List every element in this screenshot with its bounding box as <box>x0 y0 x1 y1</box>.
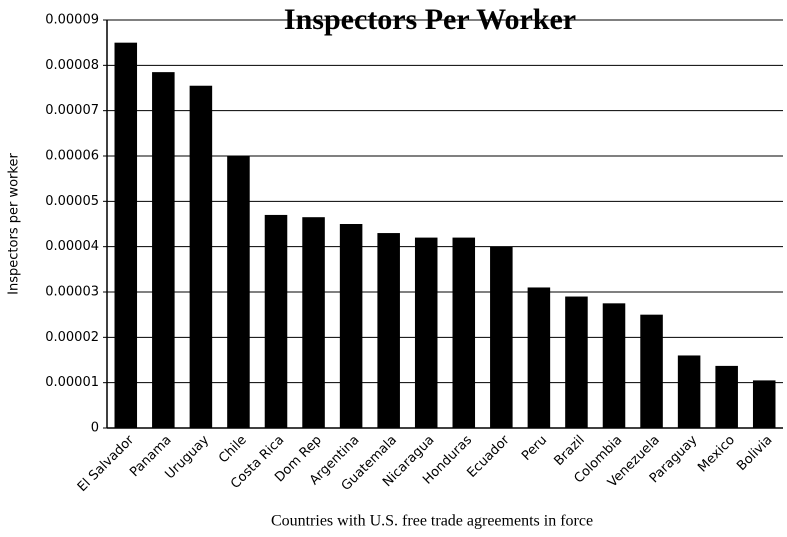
y-tick-label: 0.00004 <box>45 239 99 254</box>
x-tick-label: Brazil <box>551 433 587 469</box>
x-tick-label: Ecuador <box>464 432 513 481</box>
bar <box>302 217 325 428</box>
bar <box>377 233 400 428</box>
bar <box>189 85 213 428</box>
bar <box>490 246 513 428</box>
y-tick-label: 0.00005 <box>45 194 99 209</box>
bar <box>114 42 138 429</box>
bar <box>414 237 438 428</box>
x-tick-label: Chile <box>216 433 250 467</box>
y-tick-label: 0 <box>91 421 99 436</box>
bar <box>227 156 250 428</box>
y-tick-label: 0.00009 <box>45 13 99 28</box>
bar <box>715 365 738 428</box>
x-tick-label: El Salvador <box>75 432 138 495</box>
bar <box>640 314 663 428</box>
bar <box>565 296 588 428</box>
y-tick-label: 0.00001 <box>45 375 99 390</box>
y-axis-title: Inspectors per worker <box>7 153 22 295</box>
bar <box>152 72 175 428</box>
bar <box>602 303 626 428</box>
bar <box>339 224 363 428</box>
x-tick-label: Mexico <box>695 433 738 476</box>
bar <box>527 287 551 428</box>
x-axis-title: Countries with U.S. free trade agreement… <box>271 513 593 530</box>
y-tick-label: 0.00006 <box>45 149 99 164</box>
bar <box>752 380 776 428</box>
bar <box>452 237 476 428</box>
x-tick-label: Bolivia <box>734 433 775 474</box>
y-tick-label: 0.00008 <box>45 58 99 73</box>
x-tick-label: Peru <box>519 433 550 464</box>
y-tick-label: 0.00007 <box>45 103 99 118</box>
chart-title: Inspectors Per Worker <box>284 3 576 36</box>
bar <box>677 355 701 428</box>
y-tick-label: 0.00002 <box>45 330 99 345</box>
y-tick-label: 0.00003 <box>45 285 99 300</box>
bar <box>264 214 288 428</box>
